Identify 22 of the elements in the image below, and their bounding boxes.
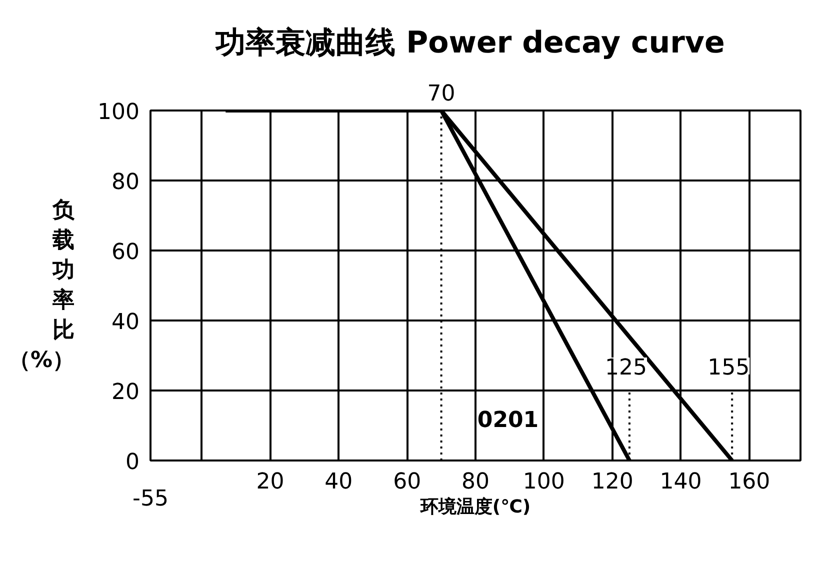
annotation: 0201 — [477, 408, 539, 433]
chart-title: 功率衰减曲线 Power decay curve — [214, 26, 725, 60]
y-tick-label: 20 — [112, 380, 140, 405]
y-tick-label: 80 — [112, 170, 140, 195]
annotation: 70 — [427, 82, 456, 106]
x-tick-label: 100 — [522, 470, 565, 494]
x-axis-title: 环境温度(℃) — [419, 496, 531, 518]
y-tick-label: 0 — [126, 450, 140, 475]
x-tick-label: 20 — [256, 470, 284, 494]
x-tick-label: 60 — [393, 470, 422, 494]
x-tick-label: 80 — [462, 470, 490, 494]
y-tick-label: 40 — [112, 310, 140, 335]
x-tick-label: 40 — [324, 470, 353, 494]
x-tick-label: 120 — [591, 470, 634, 494]
annotation: 155 — [708, 356, 750, 380]
annotation: 125 — [605, 356, 648, 380]
y-axis-title: 负载功率比（%） — [8, 198, 76, 373]
y-tick-label: 60 — [112, 240, 140, 265]
x-tick-label: 140 — [660, 470, 702, 494]
y-tick-label: 100 — [98, 100, 140, 125]
text: -55 — [132, 486, 168, 512]
x-tick-label: 160 — [728, 470, 770, 494]
